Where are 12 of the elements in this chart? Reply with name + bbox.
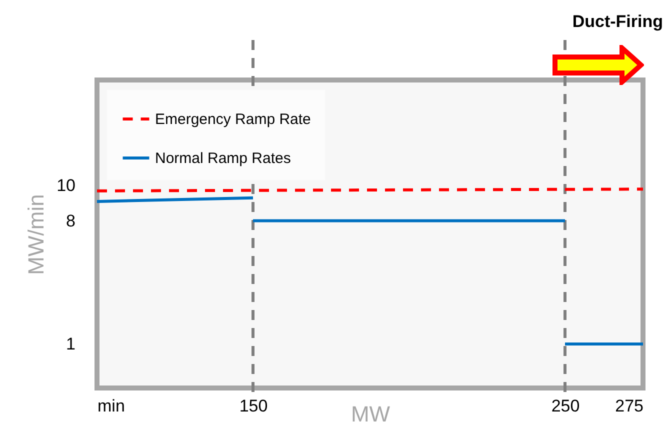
- y-tick-label: 10: [56, 176, 76, 196]
- text: Duct-Firing: [572, 12, 663, 31]
- y-tick-label: 8: [66, 211, 76, 230]
- y-tick-label: 1: [66, 334, 76, 354]
- x-tick-label: 275: [615, 396, 644, 416]
- x-tick-label: 150: [239, 396, 268, 416]
- x-tick-label: min: [98, 396, 125, 416]
- x-tick-label: 250: [551, 396, 580, 416]
- legend-label: Normal Ramp Rates: [155, 150, 291, 167]
- x-axis-title: MW: [350, 402, 390, 426]
- legend-label: Emergency Ramp Rate: [155, 111, 311, 128]
- y-axis-title: MW/min: [24, 194, 49, 275]
